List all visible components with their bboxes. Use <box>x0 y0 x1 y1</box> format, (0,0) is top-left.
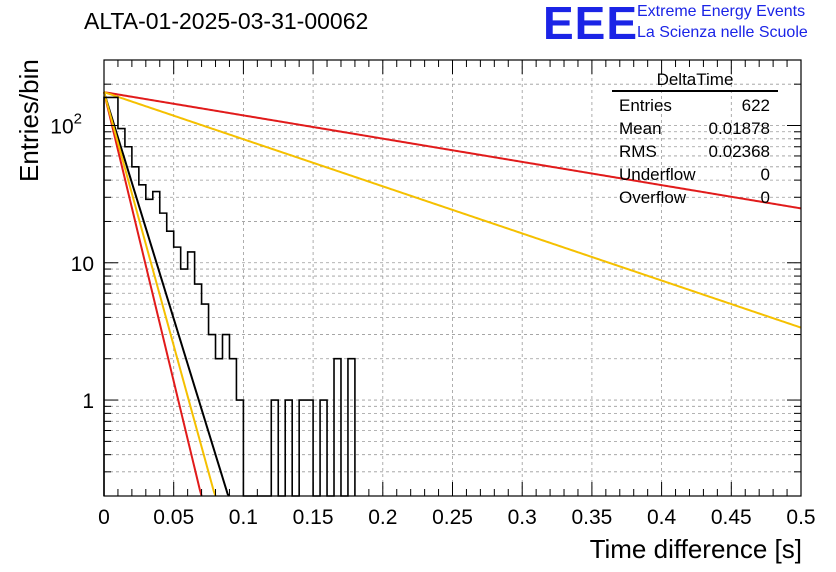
y-tick-label: 102 <box>50 110 82 138</box>
histogram-bin <box>153 192 160 496</box>
histogram-bin <box>111 97 118 496</box>
fit-curve-2 <box>103 91 203 497</box>
histogram-bin <box>236 400 243 496</box>
y-tick-label: 10 <box>71 253 94 276</box>
histogram-outline <box>103 96 356 497</box>
stats-label: RMS <box>619 142 657 161</box>
fit-curve-0 <box>103 91 231 497</box>
x-tick-label: 0.45 <box>711 506 752 529</box>
stats-row-overflow: Overflow 0 <box>612 186 778 209</box>
histogram-bin <box>334 359 341 496</box>
logo-line-2: La Scienza nelle Scuole <box>637 24 808 41</box>
x-tick-label: 0.35 <box>571 506 612 529</box>
y-tick-label: 1 <box>82 390 94 413</box>
stats-label: Entries <box>619 96 672 115</box>
y-axis-label: Entries/bin <box>14 59 44 182</box>
stats-value: 0 <box>760 165 770 184</box>
logo-line-1: Extreme Energy Events <box>637 3 806 20</box>
chart-title: ALTA-01-2025-03-31-00062 <box>84 8 369 34</box>
histogram-bin <box>104 97 111 496</box>
x-tick-label: 0.5 <box>786 506 815 529</box>
histogram-bin <box>125 147 132 496</box>
x-axis-ticks: 0 0.05 0.1 0.15 0.2 0.25 0.3 0.35 0.4 0.45 0.5 <box>98 60 816 529</box>
x-tick-label: 0.2 <box>368 506 397 529</box>
x-tick-label: 0.3 <box>508 506 537 529</box>
fit-curve-4 <box>103 91 217 497</box>
stats-label: Underflow <box>619 165 696 184</box>
histogram-bars <box>103 96 356 497</box>
histogram-bin <box>146 199 153 496</box>
eee-logo: EEE <box>543 0 639 49</box>
x-tick-label: 0 <box>98 506 110 529</box>
histogram-bin <box>229 359 236 496</box>
histogram-bin <box>174 247 181 496</box>
stats-row-underflow: Underflow 0 <box>612 163 778 186</box>
y-axis-ticks: 1 10 102 <box>50 59 801 497</box>
histogram-bin <box>285 400 292 496</box>
fit-curves <box>103 91 802 497</box>
stats-row-rms: RMS 0.02368 <box>612 140 778 163</box>
stats-box: DeltaTime Entries 622 Mean 0.01878 RMS 0… <box>612 70 778 209</box>
stats-value: 622 <box>741 96 770 115</box>
x-tick-label: 0.15 <box>293 506 334 529</box>
x-axis-label: Time difference [s] <box>589 534 802 564</box>
x-tick-label: 0.25 <box>432 506 473 529</box>
histogram-bin <box>348 359 355 496</box>
histogram-bin <box>118 129 125 496</box>
x-tick-label: 0.1 <box>229 506 258 529</box>
histogram-bin <box>271 400 278 496</box>
stats-label: Overflow <box>619 188 687 207</box>
stats-value: 0 <box>760 188 770 207</box>
x-tick-label: 0.05 <box>153 506 194 529</box>
histogram-bin <box>299 400 306 496</box>
stats-value: 0.02368 <box>708 142 770 161</box>
stats-row-entries: Entries 622 <box>612 94 778 117</box>
fit-curve-1 <box>103 91 802 210</box>
histogram-bin <box>160 213 167 496</box>
x-tick-label: 0.4 <box>647 506 677 529</box>
histogram-bin <box>320 400 327 496</box>
stats-value: 0.01878 <box>708 119 770 138</box>
histogram-bin <box>306 400 313 496</box>
stats-title: DeltaTime <box>612 70 778 92</box>
stats-label: Mean <box>619 119 662 138</box>
fit-curve-3 <box>103 91 802 329</box>
stats-row-mean: Mean 0.01878 <box>612 117 778 140</box>
